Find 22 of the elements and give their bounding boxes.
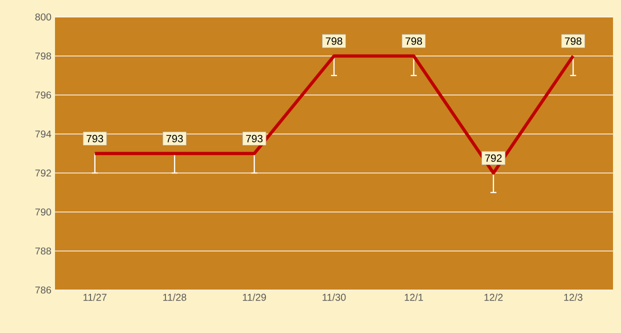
data-label: 792: [485, 154, 502, 162]
data-label: 793: [166, 134, 183, 142]
x-tick-label: 11/27: [84, 294, 106, 301]
data-label: 793: [86, 134, 104, 142]
y-tick-label: 788: [35, 247, 52, 255]
x-tick-label: 12/1: [404, 294, 423, 301]
y-tick-label: 792: [35, 169, 51, 177]
data-label: 798: [326, 37, 342, 45]
x-tick-label: 11/28: [163, 294, 186, 301]
data-label: 793: [246, 134, 263, 142]
x-tick-label: 12/2: [484, 294, 503, 301]
x-tick-label: 12/3: [564, 294, 582, 301]
x-tick-label: 11/29: [242, 294, 266, 301]
y-tick-label: 796: [35, 91, 52, 99]
y-tick-label: 798: [35, 52, 52, 60]
y-tick-label: 800: [35, 13, 52, 21]
data-label: 798: [564, 37, 582, 45]
y-tick-label: 790: [35, 208, 52, 216]
y-tick-label: 786: [35, 286, 52, 294]
y-tick-label: 794: [35, 130, 52, 138]
data-label: 798: [406, 37, 422, 45]
x-tick-label: 11/30: [322, 294, 346, 301]
